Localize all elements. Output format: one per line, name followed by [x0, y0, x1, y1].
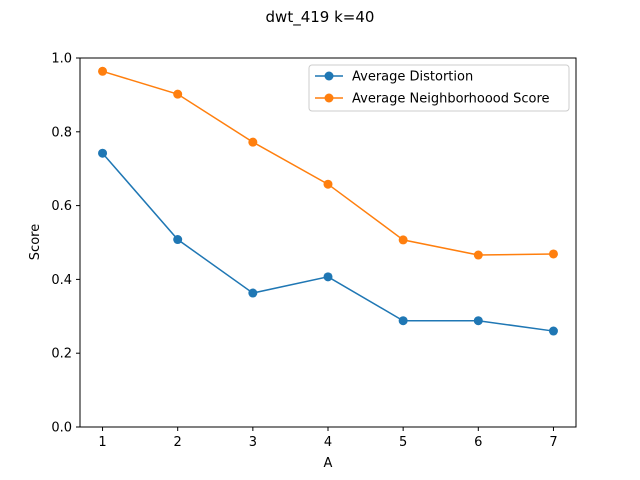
legend-box	[308, 64, 570, 112]
data-point-series-1	[323, 272, 333, 282]
data-point-series-2	[173, 89, 183, 99]
x-axis-label: A	[324, 456, 333, 471]
x-tick-label: 6	[474, 435, 482, 450]
x-tick-label: 5	[399, 435, 407, 450]
data-point-series-2	[398, 235, 408, 245]
data-point-series-1	[398, 316, 408, 326]
series-layer	[98, 66, 558, 336]
data-point-series-2	[323, 179, 333, 189]
data-point-series-1	[248, 288, 258, 298]
y-tick-label: 0.8	[51, 125, 72, 140]
x-axis: 1 2 3 4 5 6 7	[98, 427, 558, 450]
data-point-series-1	[548, 326, 558, 336]
x-tick-label: 1	[98, 435, 106, 450]
data-point-series-2	[98, 66, 108, 76]
y-axis: 0.0 0.2 0.4 0.6 0.8 1.0	[51, 52, 80, 436]
data-point-series-2	[248, 137, 258, 147]
y-tick-label: 0.4	[51, 273, 72, 288]
y-tick-label: 1.0	[51, 52, 72, 67]
x-tick-label: 3	[249, 435, 257, 450]
x-tick-label: 2	[174, 435, 182, 450]
x-tick-label: 7	[549, 435, 557, 450]
x-tick-label: 4	[324, 435, 332, 450]
legend-marker-1	[324, 71, 334, 81]
y-tick-label: 0.2	[51, 347, 72, 362]
y-axis-label: Score	[28, 224, 43, 260]
data-point-series-2	[548, 249, 558, 259]
legend-label-2: Average Neighborhoood Score	[352, 92, 550, 107]
data-point-series-2	[473, 250, 483, 260]
legend-marker-2	[324, 93, 334, 103]
y-tick-label: 0.0	[51, 421, 72, 436]
chart-title: dwt_419 k=40	[266, 8, 375, 27]
data-point-series-1	[473, 316, 483, 326]
legend-label-1: Average Distortion	[352, 70, 473, 85]
y-tick-label: 0.6	[51, 199, 72, 214]
legend: Average Distortion Average Neighborhoood …	[308, 64, 570, 112]
data-point-series-1	[173, 235, 183, 245]
data-point-series-1	[98, 148, 108, 158]
